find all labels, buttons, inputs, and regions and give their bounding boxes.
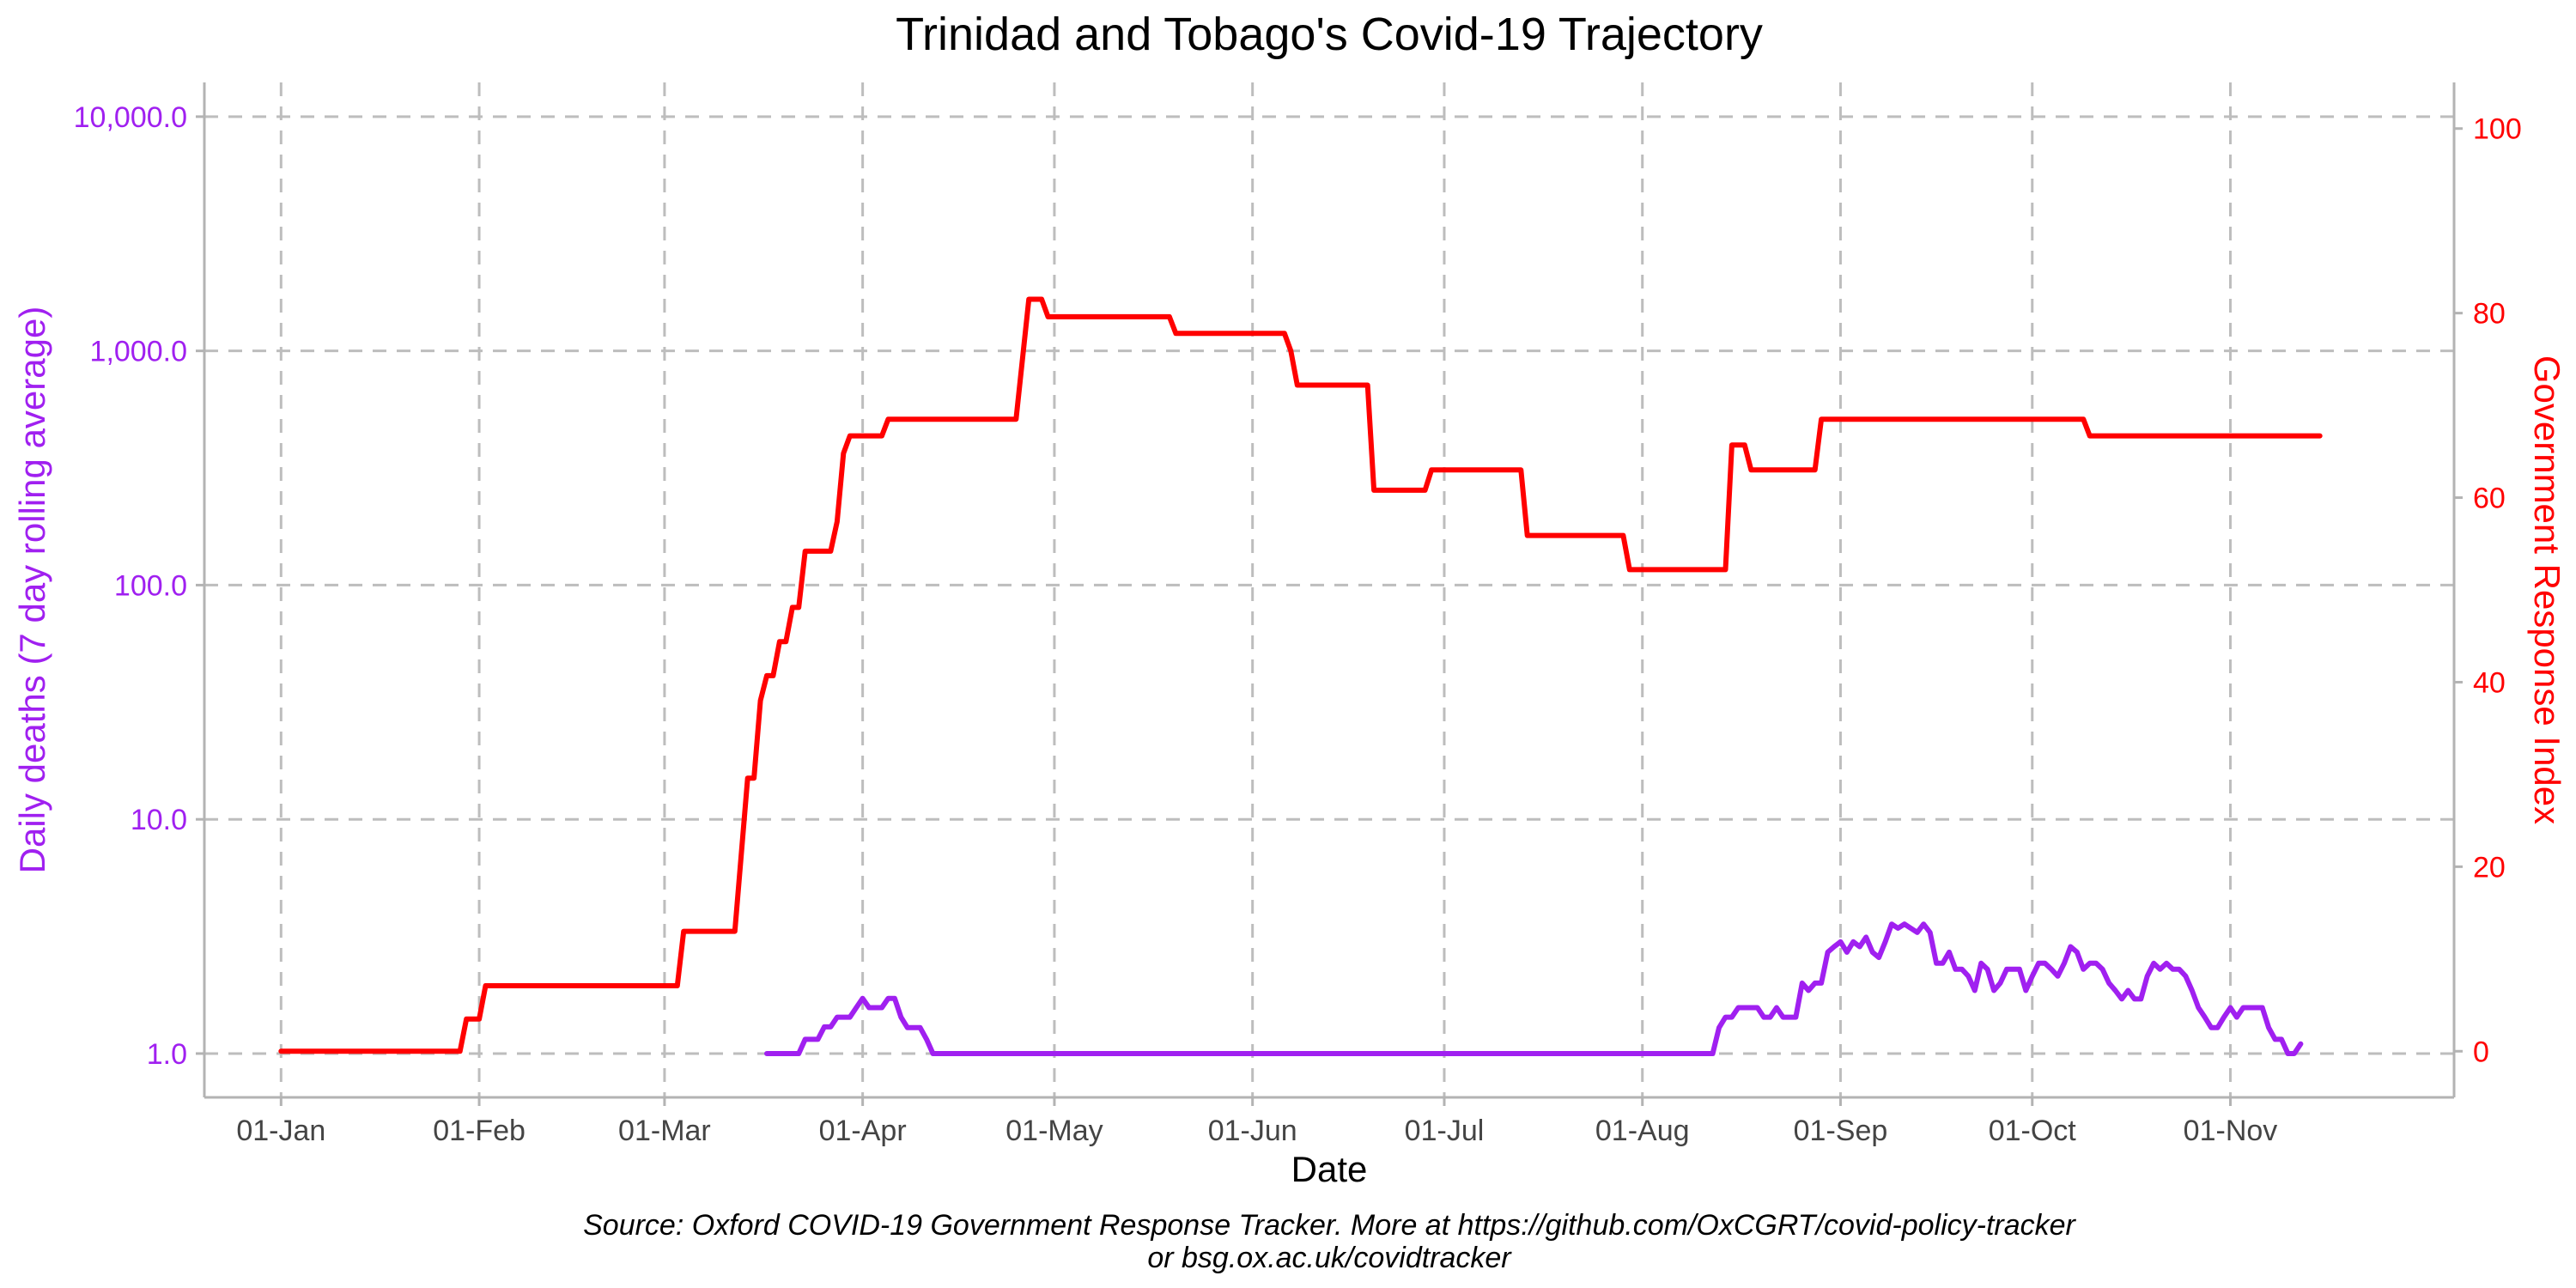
x-tick-label: 01-Nov <box>2184 1115 2278 1147</box>
x-tick-label: 01-Jan <box>236 1115 325 1147</box>
right-tick-label: 100 <box>2473 113 2522 146</box>
x-tick-label: 01-Oct <box>1989 1115 2077 1147</box>
right-tick-label: 60 <box>2473 483 2506 515</box>
x-tick-label: 01-Mar <box>618 1115 711 1147</box>
left-axis-ticks: 1.0 10.0 100.0 1,000.0 10,000.0 <box>74 101 204 1071</box>
left-tick-label: 10,000.0 <box>74 101 187 134</box>
left-tick-label: 1.0 <box>147 1038 187 1071</box>
x-tick-label: 01-Apr <box>819 1115 907 1147</box>
x-tick-label: 01-Jul <box>1405 1115 1485 1147</box>
x-tick-label: 01-Sep <box>1794 1115 1888 1147</box>
right-axis-ticks: 0 20 40 60 80 100 <box>2454 113 2522 1068</box>
series-response-index-line <box>278 296 2323 1054</box>
series-daily-deaths-line <box>764 921 2304 1056</box>
left-tick-label: 10.0 <box>131 804 187 836</box>
left-axis-title: Daily deaths (7 day rolling average) <box>12 307 52 874</box>
x-axis-title: Date <box>1291 1149 1368 1189</box>
x-axis-ticks: 01-Jan 01-Feb 01-Mar 01-Apr 01-May 01-Jun 01-J… <box>236 1097 2277 1147</box>
y-gridlines <box>204 115 2454 1055</box>
x-tick-label: 01-Jun <box>1208 1115 1297 1147</box>
right-tick-label: 20 <box>2473 851 2506 884</box>
right-tick-label: 80 <box>2473 298 2506 331</box>
x-tick-label: 01-Aug <box>1595 1115 1690 1147</box>
series-layer <box>278 296 2323 1056</box>
x-gridlines <box>279 82 2232 1097</box>
caption-line-1: Source: Oxford COVID-19 Government Respo… <box>583 1209 2076 1242</box>
chart-title: Trinidad and Tobago's Covid-19 Trajector… <box>896 9 1763 60</box>
right-tick-label: 0 <box>2473 1036 2489 1068</box>
right-axis-title: Government Response Index <box>2527 355 2567 824</box>
x-tick-label: 01-May <box>1005 1115 1103 1147</box>
left-tick-label: 100.0 <box>114 569 187 602</box>
right-tick-label: 40 <box>2473 666 2506 699</box>
x-tick-label: 01-Feb <box>433 1115 526 1147</box>
caption-line-2: or bsg.ox.ac.uk/covidtracker <box>1147 1242 1512 1274</box>
left-tick-label: 1,000.0 <box>90 336 187 368</box>
